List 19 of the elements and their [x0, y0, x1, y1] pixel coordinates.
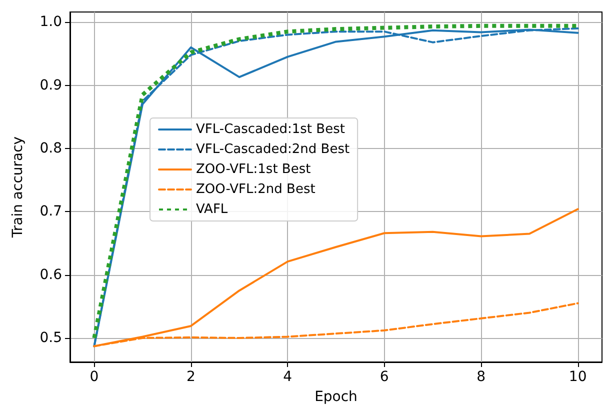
- y-tick-label: 0.7: [40, 204, 62, 220]
- x-tick-label: 0: [90, 369, 99, 385]
- legend-label: VAFL: [196, 202, 228, 217]
- x-axis-title: Epoch: [314, 389, 358, 405]
- y-tick-label: 0.5: [40, 330, 62, 346]
- y-tick-label: 0.8: [40, 140, 62, 156]
- x-tick-label: 8: [476, 369, 486, 385]
- legend-label: ZOO-VFL:2nd Best: [196, 182, 316, 197]
- x-tick-label: 2: [186, 369, 196, 385]
- y-tick-label: 0.6: [40, 266, 62, 283]
- legend-label: ZOO-VFL:1st Best: [196, 162, 311, 177]
- legend-label: VFL-Cascaded:2nd Best: [196, 142, 350, 157]
- x-tick-label: 10: [568, 369, 587, 385]
- x-tick-label: 4: [283, 369, 292, 385]
- y-tick-label: 1.0: [40, 14, 62, 30]
- x-tick-label: 6: [380, 369, 389, 385]
- legend-label: VFL-Cascaded:1st Best: [196, 122, 345, 137]
- y-tick-label: 0.9: [40, 77, 62, 94]
- y-axis-title: Train accuracy: [10, 136, 26, 239]
